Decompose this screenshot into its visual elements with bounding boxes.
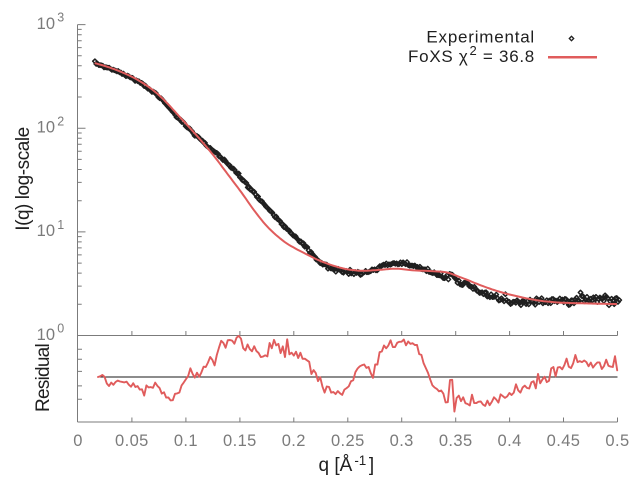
svg-text:0.25: 0.25: [331, 432, 365, 450]
svg-text:10: 10: [37, 119, 55, 137]
svg-text:3: 3: [57, 11, 64, 25]
svg-text:0.15: 0.15: [223, 432, 257, 450]
svg-text:2: 2: [57, 114, 64, 128]
svg-text:0: 0: [57, 322, 64, 336]
svg-text:0.05: 0.05: [115, 432, 149, 450]
svg-text:0.4: 0.4: [498, 432, 522, 450]
svg-text:0.3: 0.3: [390, 432, 414, 450]
svg-text:10: 10: [37, 326, 55, 344]
svg-text:FoXS χ2 = 36.8: FoXS χ2 = 36.8: [408, 43, 535, 66]
svg-text:10: 10: [37, 15, 55, 33]
svg-text:I(q) log-scale: I(q) log-scale: [13, 127, 34, 231]
svg-text:Residual: Residual: [33, 344, 54, 412]
svg-text:0.5: 0.5: [605, 432, 629, 450]
svg-text:0.45: 0.45: [547, 432, 581, 450]
svg-text:0.35: 0.35: [439, 432, 473, 450]
svg-text:10: 10: [37, 222, 55, 240]
svg-text:Experimental: Experimental: [426, 28, 535, 47]
svg-text:1: 1: [57, 218, 64, 232]
svg-text:0.2: 0.2: [282, 432, 306, 450]
svg-text:0: 0: [73, 432, 83, 450]
svg-text:0.1: 0.1: [174, 432, 198, 450]
